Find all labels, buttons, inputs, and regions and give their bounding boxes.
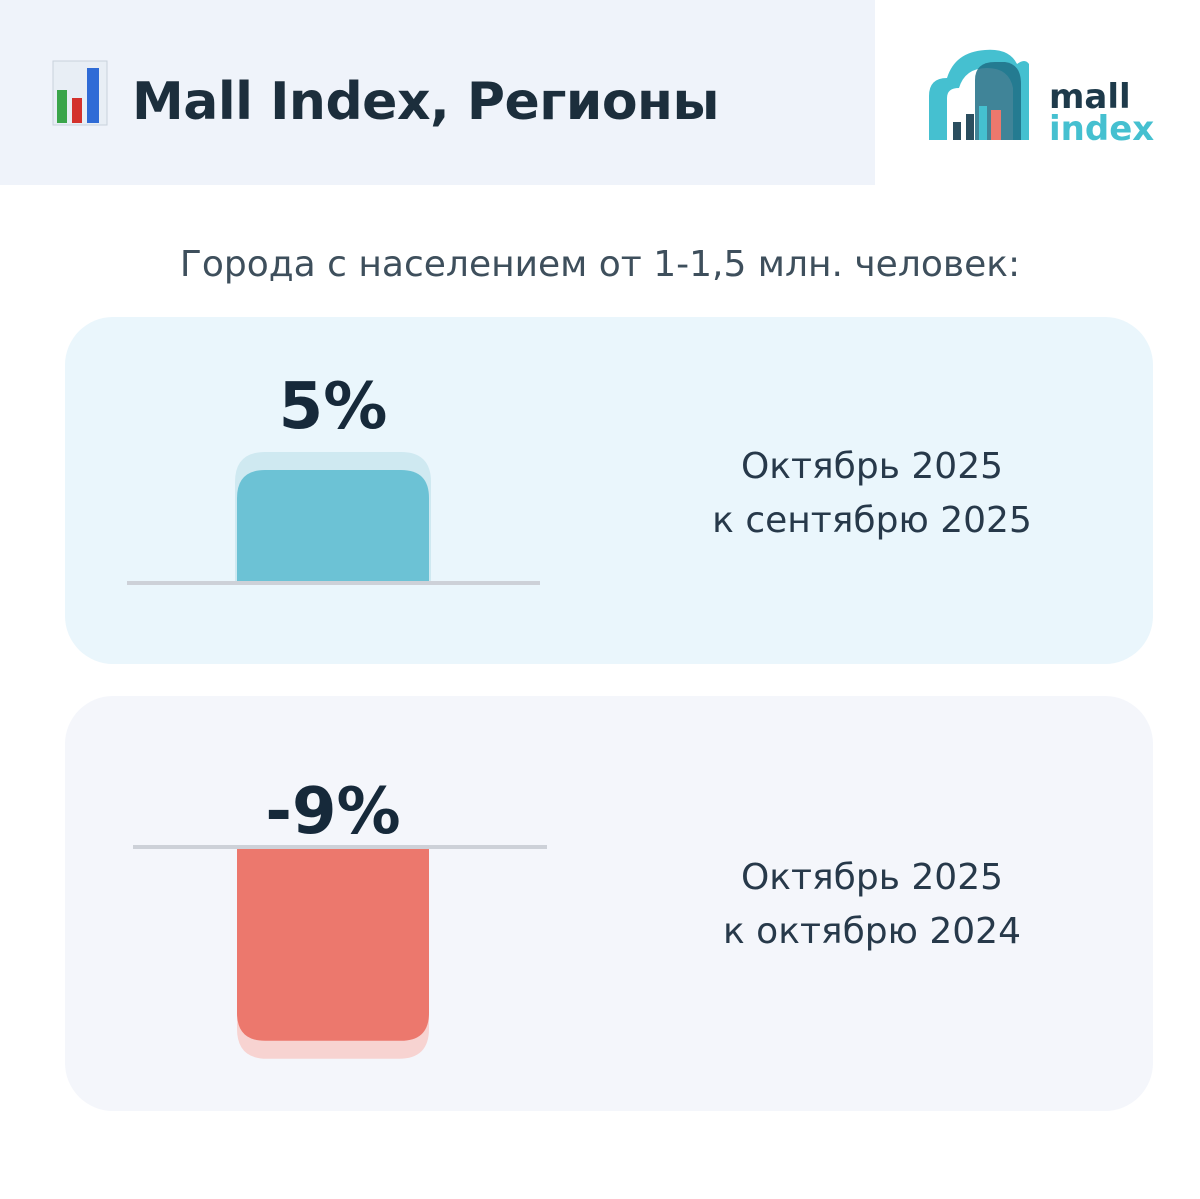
bar-chart-icon bbox=[52, 60, 108, 126]
mall-index-logo: mall index bbox=[929, 49, 1154, 149]
subtitle: Города с населением от 1-1,5 млн. челове… bbox=[179, 244, 1021, 285]
caption-month-line2: к сентябрю 2025 bbox=[712, 500, 1032, 541]
logo-text-index: index bbox=[1049, 109, 1154, 149]
caption-year: Октябрь 2025 к октябрю 2024 bbox=[652, 851, 1092, 959]
caption-year-line2: к октябрю 2024 bbox=[722, 911, 1021, 952]
bar-0 bbox=[237, 470, 429, 581]
caption-year-line1: Октябрь 2025 bbox=[740, 857, 1004, 898]
header-band bbox=[0, 0, 875, 185]
value-label-month: 5% bbox=[278, 370, 388, 444]
value-label-year: -9% bbox=[265, 775, 401, 849]
caption-month: Октябрь 2025 к сентябрю 2025 bbox=[652, 440, 1092, 548]
logo-text-mall: mall bbox=[1049, 77, 1131, 117]
page-title: Mall Index, Регионы bbox=[132, 72, 720, 132]
bar-1 bbox=[237, 847, 429, 1041]
caption-month-line1: Октябрь 2025 bbox=[740, 446, 1004, 487]
